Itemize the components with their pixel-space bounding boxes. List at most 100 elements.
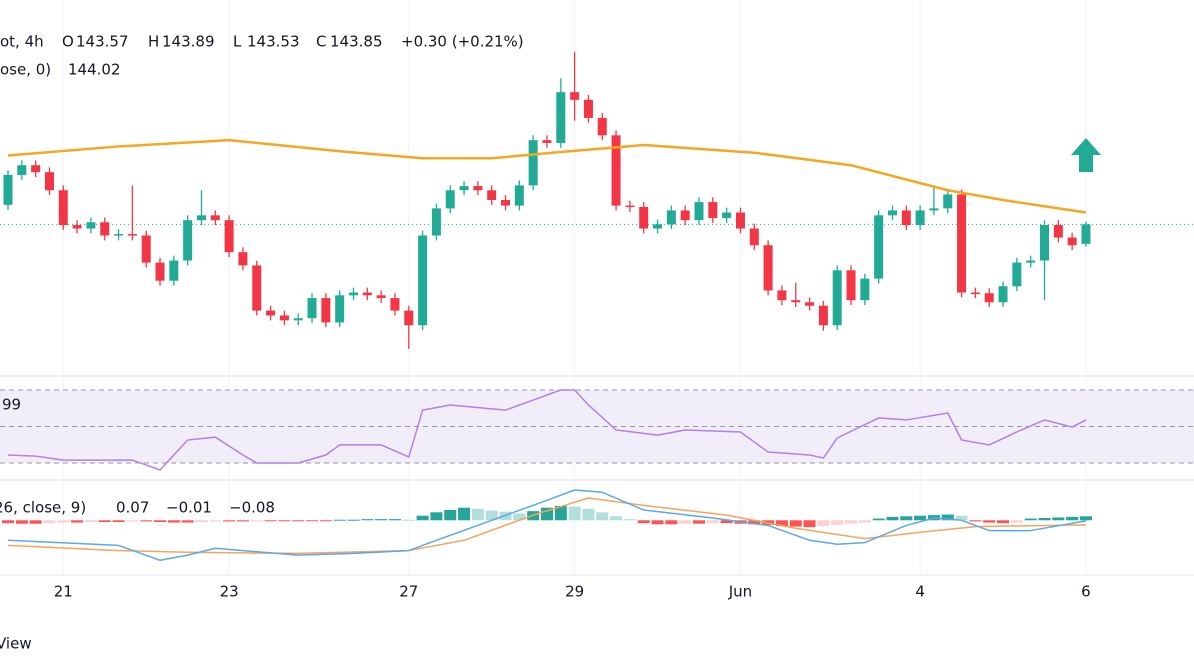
candle-body — [349, 292, 358, 296]
macd-histogram-bar — [720, 520, 733, 524]
legend-label: ot, 4h — [0, 33, 44, 51]
macd-histogram-bar — [195, 520, 208, 522]
macd-histogram-bar — [900, 516, 913, 521]
macd-histogram-bar — [1010, 520, 1023, 523]
candle-body — [708, 202, 718, 219]
x-tick-label: 29 — [565, 583, 584, 601]
macd-histogram-bar — [1079, 516, 1092, 521]
candle-body — [998, 286, 1008, 303]
macd-histogram-bar — [209, 520, 222, 522]
candle-body — [570, 92, 580, 100]
footer-text: View — [0, 635, 32, 653]
macd-histogram-bar — [540, 507, 553, 521]
legend-value: 143.89 — [162, 33, 215, 51]
legend-value: 143.57 — [76, 33, 129, 51]
macd-line — [7, 489, 1087, 562]
macd-histogram-bar — [278, 520, 291, 522]
candle-body — [321, 298, 331, 323]
candle-body — [210, 215, 220, 221]
candle-body — [860, 278, 870, 301]
candle-body — [653, 224, 663, 229]
plot: 21 23 27 29 Jun 4 6 ot, 4h O 143.57 H 143.89 L 143.53… — [0, 33, 1092, 601]
legend-label: H — [148, 33, 159, 51]
candle-body — [224, 220, 234, 253]
macd-histogram-bar — [610, 516, 623, 521]
legend-value: 143.53 — [247, 33, 300, 51]
macd-histogram-bar — [513, 513, 526, 521]
candle-body — [528, 140, 538, 186]
macd-histogram-bar — [154, 520, 167, 522]
x-tick-label: 21 — [54, 583, 73, 601]
macd-histogram-bar — [388, 519, 401, 521]
candle-body — [666, 210, 676, 225]
macd-histogram-bar — [1066, 516, 1079, 521]
rsi-line — [7, 389, 1087, 471]
macd-histogram-bar — [444, 510, 457, 521]
candle-body — [445, 190, 455, 209]
candle-body — [514, 185, 524, 206]
candle-body — [183, 220, 193, 261]
moving-average — [7, 138, 1087, 214]
macd-histogram-bar — [568, 506, 581, 521]
macd-histogram-bar — [637, 520, 650, 524]
candle-body — [266, 310, 276, 316]
macd-histogram-bar — [112, 520, 125, 522]
macd-histogram-bar — [29, 520, 42, 524]
x-tick-label: 23 — [220, 583, 239, 601]
macd-histogram-bar — [831, 520, 844, 525]
macd-histogram-bar — [1052, 517, 1065, 521]
candle-body — [1012, 262, 1022, 287]
macd-histogram-bar — [914, 515, 927, 521]
candle-body — [735, 212, 745, 229]
macd-histogram-bar — [181, 520, 194, 523]
legend-label: C — [316, 33, 326, 51]
candle-body — [984, 293, 994, 303]
candle-body — [3, 174, 13, 205]
candle-body — [680, 210, 690, 221]
candle-body — [639, 206, 649, 229]
macd-histogram-bar — [264, 520, 277, 522]
candle-body — [335, 295, 345, 323]
x-tick-label: 4 — [915, 583, 925, 601]
macd-histogram-bar — [126, 520, 139, 522]
grid — [0, 0, 1194, 575]
macd-histogram-bar — [582, 508, 595, 521]
macd-histogram-bar — [886, 516, 899, 521]
candle-body — [1053, 225, 1063, 238]
candle-body — [141, 235, 151, 263]
macd-histogram-bar — [858, 520, 871, 523]
macd-histogram-bar — [416, 515, 429, 521]
candle-body — [86, 222, 96, 229]
macd-histogram-bar — [471, 508, 484, 521]
macd-histogram-bar — [554, 506, 567, 521]
candle-body — [238, 252, 248, 266]
x-tick-label: 6 — [1081, 583, 1091, 601]
macd-histogram-bar — [623, 519, 636, 521]
candle-body — [169, 260, 179, 281]
candle-body — [846, 270, 856, 301]
candle-body — [501, 200, 511, 206]
candle-body — [114, 234, 124, 236]
candle-body — [252, 265, 262, 311]
macd-histogram-bar — [651, 520, 664, 525]
candle-body — [1026, 260, 1036, 263]
macd-histogram-bar — [223, 520, 236, 522]
candle-body — [44, 172, 54, 191]
up-arrow — [1071, 138, 1101, 172]
macd-legend: 26, close, 9) — [0, 499, 86, 517]
candle-body — [597, 117, 607, 136]
candle-body — [418, 235, 428, 326]
macd-histogram-bar — [347, 519, 360, 521]
macd-histogram-bar — [845, 520, 858, 524]
macd-histogram-bar — [430, 512, 443, 521]
x-tick-label: 27 — [399, 583, 418, 601]
macd-histogram-bar — [2, 520, 14, 524]
macd-histogram-bar — [15, 520, 28, 524]
macd-histogram-bar — [43, 520, 56, 524]
macd-value: −0.01 — [166, 499, 212, 517]
macd-histogram-bar — [140, 520, 153, 522]
macd-histogram-bar — [236, 520, 249, 522]
macd-histogram-bar — [997, 520, 1010, 524]
candle-body — [307, 298, 317, 319]
